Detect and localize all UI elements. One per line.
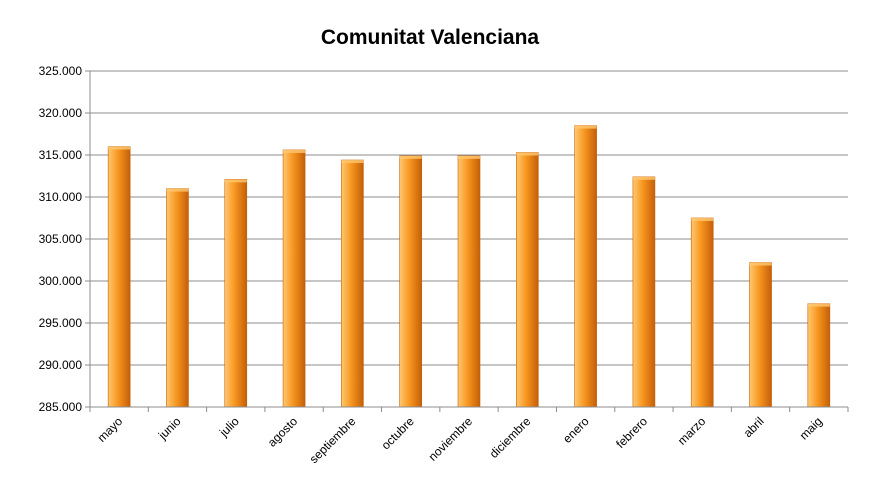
- bar: [341, 159, 364, 408]
- bar-top-highlight: [224, 179, 247, 183]
- x-tick-label: julio: [216, 414, 242, 440]
- x-tick-label: mayo: [95, 414, 126, 445]
- bar: [399, 155, 422, 408]
- bar: [457, 155, 481, 408]
- bar-top-highlight: [807, 303, 830, 307]
- bar: [574, 125, 597, 408]
- bars: [107, 125, 831, 408]
- x-tick-label: diciembre: [487, 414, 534, 461]
- bar: [749, 262, 772, 408]
- axes: [89, 71, 849, 412]
- y-tick-label: 320.000: [39, 106, 83, 120]
- bar-top-highlight: [574, 125, 597, 129]
- bar-top-highlight: [458, 155, 480, 159]
- bar: [807, 303, 831, 408]
- x-tick-label: febrero: [613, 414, 650, 451]
- x-tick-label: abril: [741, 414, 767, 440]
- x-axis-tick-labels: mayo junio julio agosto septiembre octubre nov…: [95, 414, 825, 466]
- x-tick-label: septiembre: [307, 414, 359, 466]
- bar-top-highlight: [341, 160, 364, 164]
- y-tick-label: 300.000: [39, 274, 83, 288]
- bar: [516, 152, 539, 408]
- x-tick-label: marzo: [675, 414, 709, 448]
- bar-top-highlight: [691, 218, 714, 221]
- bar-top-highlight: [108, 146, 131, 150]
- y-tick-label: 305.000: [39, 232, 83, 246]
- x-tick-label: agosto: [265, 414, 301, 450]
- bar: [282, 149, 306, 408]
- bar: [107, 146, 131, 408]
- chart-title: Comunitat Valenciana: [321, 26, 540, 49]
- bar-top-highlight: [516, 152, 539, 156]
- y-axis-tick-labels: 285.000 290.000 295.000 300.000 305.000 310.0…: [39, 64, 90, 414]
- x-tick-label: maig: [797, 414, 825, 442]
- x-tick-label: noviembre: [426, 414, 476, 464]
- y-tick-label: 285.000: [39, 400, 83, 414]
- bar-top-highlight: [399, 155, 422, 159]
- x-tick-label: enero: [560, 414, 592, 446]
- bar-top-highlight: [632, 176, 655, 180]
- x-tick-label: octubre: [379, 414, 417, 452]
- y-tick-label: 290.000: [39, 358, 83, 372]
- bar-top-highlight: [283, 149, 306, 153]
- bar: [632, 176, 656, 408]
- y-tick-label: 325.000: [39, 64, 83, 78]
- y-tick-label: 310.000: [39, 190, 83, 204]
- bar: [166, 188, 189, 408]
- bar: [224, 179, 248, 408]
- bar-top-highlight: [749, 262, 772, 266]
- y-tick-label: 315.000: [39, 148, 83, 162]
- bar: [690, 217, 714, 408]
- y-tick-label: 295.000: [39, 316, 83, 330]
- x-tick-label: junio: [155, 414, 184, 443]
- bar-top-highlight: [166, 188, 189, 192]
